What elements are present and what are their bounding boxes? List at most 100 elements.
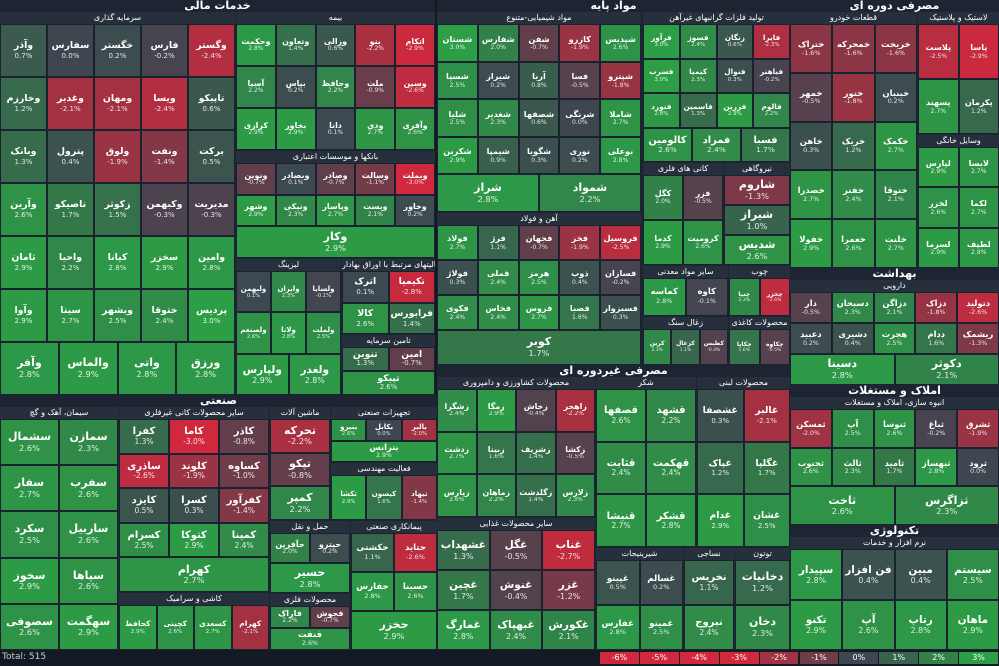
stock-change: 2.8% xyxy=(281,334,296,340)
stock-name: سشمال xyxy=(7,430,52,444)
stock-tile: سخوز 2.9% xyxy=(0,557,59,604)
stock-tile: شسپا 2.5% xyxy=(437,61,478,100)
stock-name: غسالم xyxy=(647,573,676,584)
stock-name: ساذری xyxy=(127,460,161,472)
stock-change: 2.9% xyxy=(341,498,356,505)
stock-name: تاپیکو xyxy=(198,93,225,105)
stock-change: 0.6% xyxy=(727,42,742,49)
stock-change: 1.7% xyxy=(886,468,903,476)
stock-tile: کالومین 2.6% xyxy=(643,127,692,162)
stock-tile: ثنوسا 2.6% xyxy=(873,409,916,448)
stock-name: بترانس xyxy=(369,441,399,452)
stock-name: بخاور xyxy=(285,121,307,130)
stock-change: 2.6% xyxy=(845,244,862,252)
stock-name: فمراد xyxy=(702,134,731,146)
stock-tile: غناب -2.7% xyxy=(542,530,595,570)
stock-tile: وایران 2.3% xyxy=(271,271,306,313)
stock-name: ونوین xyxy=(244,170,268,180)
stock-tile: زگلدشت 1.4% xyxy=(516,474,556,517)
stock-name: کفرا xyxy=(132,426,156,438)
stock-change: 2.8% xyxy=(971,248,987,256)
stock-change: -0.3% xyxy=(154,209,175,219)
stock-change: 2.4% xyxy=(449,411,465,418)
stock-name: شپدیس xyxy=(605,33,636,44)
stock-tile: غسالم 0.2% xyxy=(639,560,683,605)
stock-change: 0.3% xyxy=(727,76,742,83)
stock-name: دتولید xyxy=(966,298,991,309)
stock-name: خکمک xyxy=(883,136,909,147)
stock-change: 2.5% xyxy=(844,429,861,437)
stock-name: سمازن xyxy=(69,430,108,444)
stock-tile: خصدرا 2.7% xyxy=(790,170,833,220)
stock-name: غچین xyxy=(449,579,478,592)
stock-name: فاسمین xyxy=(683,101,713,111)
stock-change: 1.6% xyxy=(488,454,504,461)
stock-tile: شمواد 2.2% xyxy=(539,174,641,212)
stock-name: ثشرق xyxy=(965,418,991,429)
stock-name: فزر xyxy=(695,189,711,199)
stock-name: ولوق xyxy=(105,146,130,158)
stock-change: 1.2% xyxy=(845,147,862,155)
stock-change: 0.3% xyxy=(803,147,820,155)
stock-tile: ثامید 1.7% xyxy=(873,447,916,487)
stock-tile: ولصنعم 2.6% xyxy=(236,312,271,354)
stock-name: چنیا xyxy=(738,290,751,298)
stock-change: 1.6% xyxy=(377,498,391,505)
stock-tile: سفارس 0.0% xyxy=(47,24,94,77)
stock-change: 0.5% xyxy=(609,582,627,591)
stock-tile: تکشا 2.9% xyxy=(331,475,367,520)
stock-name: قشهد xyxy=(656,405,686,417)
stock-tile: کیسون 1.6% xyxy=(366,475,402,520)
stock-name: شاروم xyxy=(738,177,776,191)
stock-tile: حپترو 0.2% xyxy=(310,533,350,563)
stock-change: 0.2% xyxy=(572,156,588,164)
stock-change: -1.0% xyxy=(233,471,255,481)
stock-tile: تکنو 2.9% xyxy=(790,599,843,650)
stock-tile: ولغدر 2.8% xyxy=(288,353,341,395)
stock-change: 2.7% xyxy=(183,575,205,586)
stock-name: ذوب xyxy=(571,268,589,279)
total: Total: 515 xyxy=(2,652,47,662)
stock-tile: غشصفا 0.3% xyxy=(697,389,744,442)
stock-tile: وحکمت 2.8% xyxy=(236,24,276,66)
stock-name: خریخت xyxy=(881,38,911,49)
stock-change: 1.0% xyxy=(746,220,768,231)
stock-name: تحرکه xyxy=(284,423,316,437)
stock-tile: سخزر 2.9% xyxy=(141,236,188,289)
stock-tile: فروس 2.7% xyxy=(518,295,560,330)
stock-change: 3.0% xyxy=(654,42,669,49)
stock-name: غشهداب xyxy=(440,539,486,552)
stock-tile: سیتا 2.7% xyxy=(47,289,94,342)
stock-name: وگستر xyxy=(196,40,227,52)
stock-change: -2.8% xyxy=(401,288,422,297)
stock-tile: غنوش -0.4% xyxy=(489,570,543,610)
stock-change: -0.1% xyxy=(315,292,332,299)
stock-change: 0.2% xyxy=(887,98,904,106)
stock-change: -2.9% xyxy=(969,52,988,60)
stock-tile: کچینی 2.6% xyxy=(156,605,194,650)
stock-change: 2.8% xyxy=(18,369,40,380)
stock-tile: کازرو -1.9% xyxy=(559,24,601,62)
stock-tile: کرین 2.3% xyxy=(643,329,672,365)
stock-tile: دشیری 0.4% xyxy=(831,323,874,354)
stock-change: -1.9% xyxy=(570,43,589,51)
stock-tile: غپاک 1.2% xyxy=(697,441,744,495)
sector-title: سایر محصولات غذایی xyxy=(437,518,595,530)
stock-tile: فکوی 2.4% xyxy=(437,295,478,330)
stock-change: 2.6% xyxy=(356,319,375,328)
stock-tile: خکمک 2.7% xyxy=(874,121,917,171)
stock-name: دزاک xyxy=(926,298,947,309)
stock-change: 2.8% xyxy=(654,111,669,118)
stock-name: وآذر xyxy=(13,40,34,52)
stock-tile: وبانک 1.3% xyxy=(0,130,47,183)
stock-tile: ثاخت 2.6% xyxy=(790,486,895,525)
stock-name: زشگزا xyxy=(444,402,469,412)
stock-tile: فرابورس 1.4% xyxy=(388,302,435,334)
stock-name: لابسا xyxy=(968,158,989,169)
stock-name: کگل xyxy=(654,189,672,199)
stock-tile: شغدیر 2.3% xyxy=(477,99,519,137)
stock-change: 0.3% xyxy=(449,278,466,286)
sector-title: پیمانکاری صنعتی xyxy=(351,521,437,533)
stock-change: 1.3% xyxy=(691,111,706,118)
stock-change: 2.8% xyxy=(108,262,127,272)
